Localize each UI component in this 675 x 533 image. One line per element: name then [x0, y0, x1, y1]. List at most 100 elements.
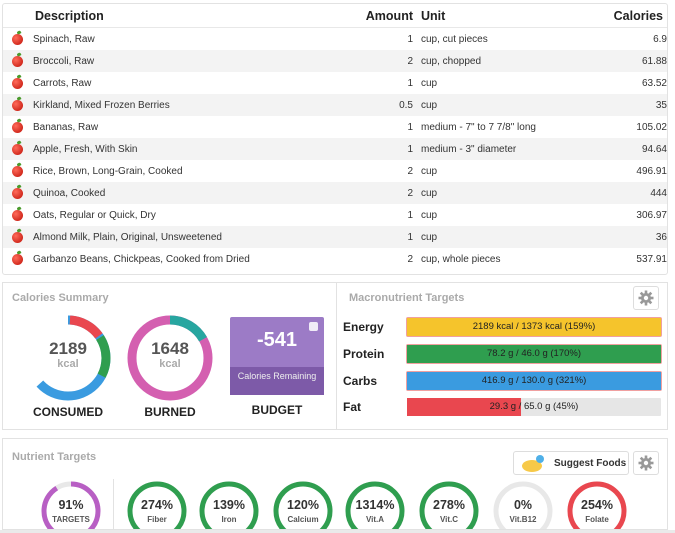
food-amount[interactable]: 2 [407, 187, 413, 199]
info-icon[interactable] [309, 322, 318, 331]
table-row[interactable]: Apple, Fresh, With Skin 1 medium - 3" diam… [3, 138, 667, 160]
consumed-unit: kcal [57, 358, 79, 370]
food-amount[interactable]: 1 [407, 33, 413, 45]
table-row[interactable]: Carrots, Raw 1 cup 63.52 [3, 72, 667, 94]
food-unit[interactable]: cup [421, 165, 438, 177]
apple-icon [11, 77, 23, 89]
food-unit[interactable]: medium - 7" to 7 7/8" long [421, 121, 536, 133]
food-unit[interactable]: cup, chopped [421, 55, 482, 67]
macro-bar-fill [407, 345, 661, 363]
macronutrient-panel: Macronutrient Targets Energy 2189 kcal / … [336, 282, 668, 430]
food-unit[interactable]: cup, whole pieces [421, 253, 501, 265]
apple-icon [11, 231, 23, 243]
macro-bar-text: 416.9 g / 130.0 g (321%) [481, 375, 587, 386]
nutrient-targets[interactable]: 91% TARGETS [39, 479, 103, 529]
table-row[interactable]: Garbanzo Beans, Chickpeas, Cooked from D… [3, 248, 667, 270]
food-description[interactable]: Oats, Regular or Quick, Dry [33, 209, 156, 221]
food-amount[interactable]: 2 [407, 55, 413, 67]
food-description[interactable]: Carrots, Raw [33, 77, 92, 89]
food-amount[interactable]: 1 [407, 209, 413, 221]
apple-icon [11, 165, 23, 177]
nutrient-name: Folate [585, 515, 609, 524]
food-description[interactable]: Quinoa, Cooked [33, 187, 106, 199]
food-amount[interactable]: 0.5 [399, 99, 413, 111]
apple-icon [11, 187, 23, 199]
food-unit[interactable]: medium - 3" diameter [421, 143, 517, 155]
food-description[interactable]: Apple, Fresh, With Skin [33, 143, 138, 155]
table-row[interactable]: Broccoli, Raw 2 cup, chopped 61.88 [3, 50, 667, 72]
header-calories[interactable]: Calories [613, 8, 663, 23]
gear-icon [638, 455, 654, 471]
calories-summary-panel: Calories Summary 2189 kcal CONSUMED 1648… [2, 282, 336, 430]
nutrient-vita[interactable]: 1314% Vit.A [343, 479, 407, 529]
food-description[interactable]: Almond Milk, Plain, Original, Unsweetene… [33, 231, 222, 243]
header-description[interactable]: Description [35, 8, 104, 23]
burned-value: 1648 [151, 339, 189, 358]
food-unit[interactable]: cup, cut pieces [421, 33, 488, 45]
macro-bar[interactable]: 416.9 g / 130.0 g (321%) [406, 371, 662, 391]
food-unit[interactable]: cup [421, 231, 438, 243]
consumed-value: 2189 [49, 339, 87, 358]
food-unit[interactable]: cup [421, 187, 438, 199]
macro-bar[interactable]: 78.2 g / 46.0 g (170%) [406, 344, 662, 364]
food-amount[interactable]: 2 [407, 165, 413, 177]
macro-bar[interactable]: 2189 kcal / 1373 kcal (159%) [406, 317, 662, 337]
nutrient-iron[interactable]: 139% Iron [197, 479, 261, 529]
food-description[interactable]: Rice, Brown, Long-Grain, Cooked [33, 165, 183, 177]
macro-settings-button[interactable] [633, 286, 659, 310]
apple-icon [11, 33, 23, 45]
food-description[interactable]: Spinach, Raw [33, 33, 95, 45]
macro-bar-text: 78.2 g / 46.0 g (170%) [486, 348, 581, 359]
nutrient-fiber[interactable]: 274% Fiber [125, 479, 189, 529]
header-amount[interactable]: Amount [365, 8, 413, 23]
apple-icon [11, 99, 23, 111]
food-description[interactable]: Kirkland, Mixed Frozen Berries [33, 99, 170, 111]
table-row[interactable]: Spinach, Raw 1 cup, cut pieces 6.9 [3, 28, 667, 50]
budget-box[interactable]: -541 Calories Remaining [230, 317, 324, 395]
macro-bar-fill [407, 318, 661, 336]
suggest-foods-button[interactable]: Suggest Foods [513, 451, 629, 475]
gear-icon [638, 290, 654, 306]
food-amount[interactable]: 1 [407, 77, 413, 89]
table-row[interactable]: Kirkland, Mixed Frozen Berries 0.5 cup 35 [3, 94, 667, 116]
food-amount[interactable]: 1 [407, 231, 413, 243]
food-amount[interactable]: 1 [407, 143, 413, 155]
food-calories: 444 [650, 187, 667, 199]
nutrient-percent: 274% [141, 498, 173, 512]
nutrient-name: Vit.A [365, 515, 385, 524]
nutrient-targets-title: Nutrient Targets [12, 451, 97, 463]
food-description[interactable]: Garbanzo Beans, Chickpeas, Cooked from D… [33, 253, 250, 265]
food-unit[interactable]: cup [421, 77, 438, 89]
nutrient-settings-button[interactable] [633, 451, 659, 475]
table-row[interactable]: Quinoa, Cooked 2 cup 444 [3, 182, 667, 204]
nutrient-calcium[interactable]: 120% Calcium [271, 479, 335, 529]
food-amount[interactable]: 2 [407, 253, 413, 265]
calories-summary-title: Calories Summary [12, 292, 109, 304]
table-row[interactable]: Rice, Brown, Long-Grain, Cooked 2 cup 496.9… [3, 160, 667, 182]
food-description[interactable]: Bananas, Raw [33, 121, 99, 133]
food-calories: 61.88 [641, 55, 667, 67]
burned-ring-chart [127, 315, 213, 401]
food-calories: 306.97 [636, 209, 667, 221]
table-row[interactable]: Oats, Regular or Quick, Dry 1 cup 306.97 [3, 204, 667, 226]
table-row[interactable]: Almond Milk, Plain, Original, Unsweetene… [3, 226, 667, 248]
food-calories: 537.91 [636, 253, 667, 265]
macro-bar-text: 2189 kcal / 1373 kcal (159%) [472, 321, 596, 332]
header-unit[interactable]: Unit [421, 8, 446, 23]
macro-name: Protein [343, 347, 385, 361]
burned-ring[interactable]: 1648 kcal [124, 312, 216, 404]
food-unit[interactable]: cup [421, 99, 438, 111]
nutrient-vitb12[interactable]: 0% Vit.B12 [491, 479, 555, 529]
food-amount[interactable]: 1 [407, 121, 413, 133]
food-calories: 36 [655, 231, 667, 243]
nutrient-percent: 254% [581, 498, 613, 512]
table-row[interactable]: Bananas, Raw 1 medium - 7" to 7 7/8" long 1… [3, 116, 667, 138]
macro-bar[interactable]: 29.3 g / 65.0 g (45%) [407, 398, 661, 416]
nutrient-folate[interactable]: 254% Folate [565, 479, 629, 529]
nutrient-name: Fiber [147, 515, 167, 524]
food-unit[interactable]: cup [421, 209, 438, 221]
food-description[interactable]: Broccoli, Raw [33, 55, 95, 67]
nutrient-vitc[interactable]: 278% Vit.C [417, 479, 481, 529]
consumed-ring[interactable]: 2189 kcal [22, 312, 114, 404]
nutrient-name: Iron [221, 515, 237, 524]
